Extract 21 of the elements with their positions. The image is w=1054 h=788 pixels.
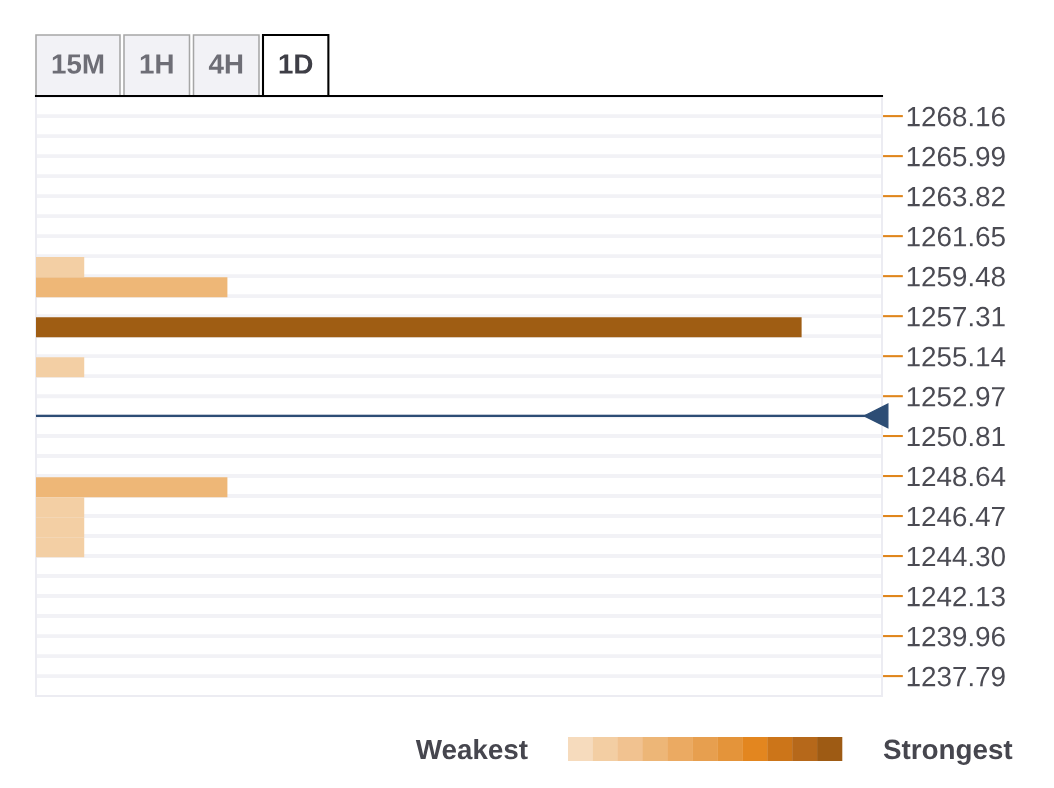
y-tick-label: 1261.65 — [907, 226, 1005, 247]
y-tick-label: 1246.47 — [907, 506, 1005, 527]
y-tick-label: 1257.31 — [907, 306, 1005, 327]
y-tick-label: 1263.82 — [907, 186, 1005, 207]
y-tick-label: 1268.16 — [907, 106, 1005, 127]
text: Weakest — [415, 738, 528, 760]
y-tick-label: 1252.97 — [907, 386, 1005, 407]
y-tick-label: 1259.48 — [907, 266, 1005, 287]
text: 1H — [140, 54, 173, 74]
y-tick-label: 1255.14 — [907, 346, 1006, 367]
y-tick-label: 1244.30 — [907, 546, 1005, 567]
text: 1D — [279, 54, 313, 74]
y-tick-label: 1242.13 — [907, 586, 1005, 607]
y-tick-label: 1237.79 — [907, 666, 1005, 687]
text: 4H — [208, 54, 243, 74]
y-tick-label: 1250.81 — [907, 426, 1005, 447]
text: 15M — [52, 54, 104, 74]
y-tick-label: 1248.64 — [907, 466, 1006, 487]
y-tick-label: 1239.96 — [907, 626, 1005, 647]
y-tick-label: 1265.99 — [907, 146, 1005, 167]
text: Strongest — [883, 739, 1013, 765]
